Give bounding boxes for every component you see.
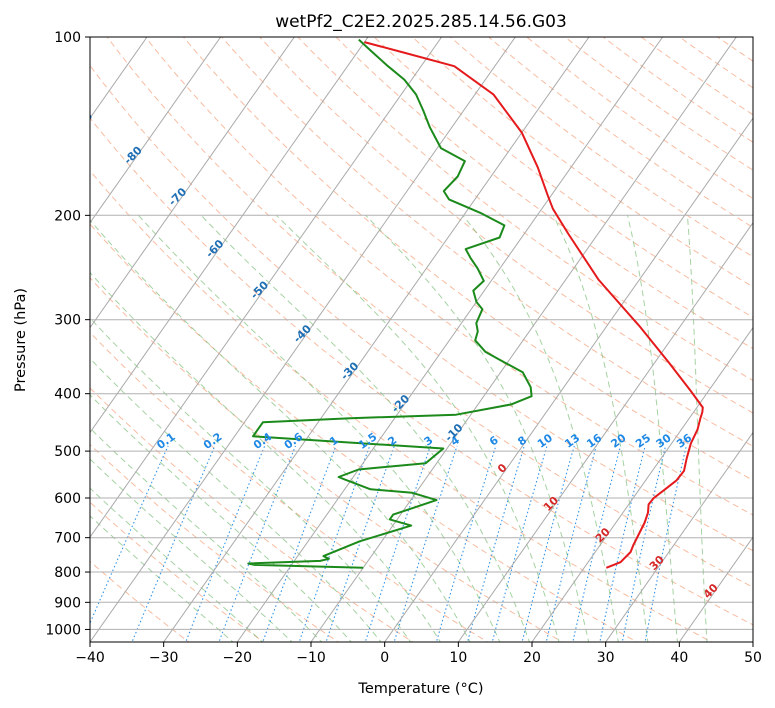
y-tick-label: 300 (54, 313, 81, 329)
mixing-ratio-line (298, 445, 371, 642)
isotherm-line (90, 37, 369, 434)
x-tick-label: 40 (670, 650, 688, 666)
mixing-ratio-line (644, 445, 687, 642)
sounding-series-line (364, 41, 704, 569)
x-axis-label: Temperature (°C) (357, 681, 483, 697)
plot-frame (89, 36, 754, 643)
x-tick-label: −10 (296, 650, 326, 666)
x-tick-label: −40 (75, 650, 105, 666)
moist-adiabat-line (686, 215, 708, 642)
dry-adiabat-line (259, 37, 753, 414)
mixing-ratio-line (599, 445, 646, 642)
moist-adiabat-line (276, 214, 560, 642)
dry-adiabat-line (90, 169, 713, 642)
mixing-ratio-line (435, 445, 497, 642)
isotherm-line (384, 117, 753, 642)
y-tick-label: 700 (54, 531, 81, 547)
y-tick-label: 900 (54, 595, 81, 611)
y-tick-label: 100 (54, 30, 81, 46)
y-axis: 100 200 300 400 500 600 700 800 900 1000 (45, 30, 90, 638)
y-tick-label: 600 (54, 491, 81, 507)
y-axis-label: Pressure (hPa) (13, 288, 29, 392)
x-tick-label: −30 (149, 650, 179, 666)
x-tick-label: 10 (449, 650, 467, 666)
gridlines (90, 37, 753, 642)
mixing-ratio-line (393, 445, 458, 642)
isotherm-line (90, 37, 516, 642)
isotherm-label: -90 (72, 109, 95, 132)
moist-adiabat-line (365, 214, 590, 642)
sounding-series-line (247, 38, 533, 569)
mixing-ratio-line (572, 445, 622, 642)
moist-adiabat-line (90, 487, 264, 642)
mixing-ratio-line (521, 445, 575, 642)
moist-adiabat-line (627, 215, 678, 642)
mixing-ratio-line (491, 445, 548, 642)
isotherm-line (163, 37, 590, 642)
y-tick-label: 500 (54, 444, 81, 460)
chart-title: wetPf2_C2E2.2025.285.14.56.G03 (275, 12, 567, 32)
mixing-ratio-line (218, 445, 297, 642)
dry-adiabat-line (411, 37, 753, 288)
x-tick-label: 30 (597, 650, 615, 666)
isotherm-line (531, 326, 753, 642)
moist-adiabat-line (90, 458, 293, 642)
y-tick-label: 200 (54, 208, 81, 224)
isotherm-line (457, 221, 753, 642)
y-tick-label: 400 (54, 387, 81, 403)
mixing-ratio-line (545, 445, 597, 642)
mixing-ratio-line (325, 445, 395, 642)
moist-adiabat-line (90, 394, 352, 642)
x-tick-label: 20 (523, 650, 541, 666)
dry-adiabat-line (297, 37, 753, 382)
moist-adiabat-line (90, 427, 323, 642)
moist-adiabat-line (90, 271, 441, 642)
x-tick-label: −20 (223, 650, 253, 666)
isotherm-line (90, 37, 222, 224)
x-tick-label: 50 (744, 650, 762, 666)
isotherm-line (310, 37, 737, 642)
isotherm-line (678, 536, 753, 642)
dry-adiabat-line (90, 64, 753, 588)
y-tick-label: 800 (54, 565, 81, 581)
isotherm-line (90, 37, 443, 539)
isotherm-line (605, 431, 753, 642)
moist-adiabat-line (138, 214, 501, 642)
mixing-ratio-line (185, 445, 266, 642)
mixing-ratio-line (364, 445, 432, 642)
y-tick-label: 1000 (45, 622, 81, 638)
isotherm-line (90, 37, 295, 329)
moist-adiabat-line (90, 219, 471, 642)
moist-adiabat-line (552, 215, 649, 642)
mixing-ratio-line (621, 445, 667, 642)
sounding-profiles (247, 38, 704, 569)
x-axis: −40 −30 −20 −10 0 10 20 30 40 50 (75, 642, 762, 666)
dry-adiabat-line (106, 37, 753, 552)
dry-adiabat-line (220, 37, 753, 447)
x-tick-label: 0 (380, 650, 389, 666)
isotherm-line (236, 37, 664, 642)
